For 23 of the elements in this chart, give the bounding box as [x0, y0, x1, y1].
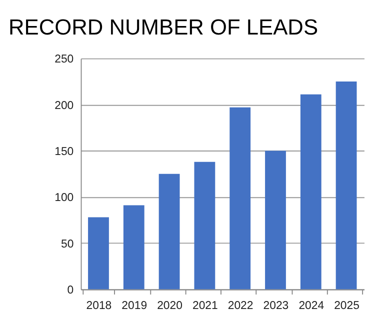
bar [336, 81, 357, 290]
bar [300, 94, 322, 290]
y-tick-label: 0 [67, 284, 74, 297]
bar [265, 150, 286, 290]
x-tick-label: 2023 [263, 300, 289, 312]
bar [158, 174, 180, 290]
bar [123, 205, 144, 290]
x-tick-label: 2025 [334, 300, 360, 312]
x-tick-label: 2020 [157, 300, 182, 312]
chart-title: RECORD NUMBER OF LEADS [8, 14, 318, 40]
y-tick-label: 250 [54, 54, 74, 66]
bar [230, 107, 251, 290]
bar [88, 217, 109, 290]
x-tick-label: 2022 [228, 300, 254, 312]
bar [194, 162, 216, 290]
x-tick-label: 2018 [86, 300, 112, 312]
x-tick-label: 2024 [298, 300, 324, 312]
y-tick-label: 100 [54, 192, 74, 204]
y-tick-label: 150 [54, 146, 74, 158]
x-tick-label: 2019 [122, 300, 148, 312]
x-tick-label: 2021 [192, 300, 218, 312]
y-tick-label: 200 [54, 100, 74, 112]
y-tick-label: 50 [60, 238, 74, 250]
